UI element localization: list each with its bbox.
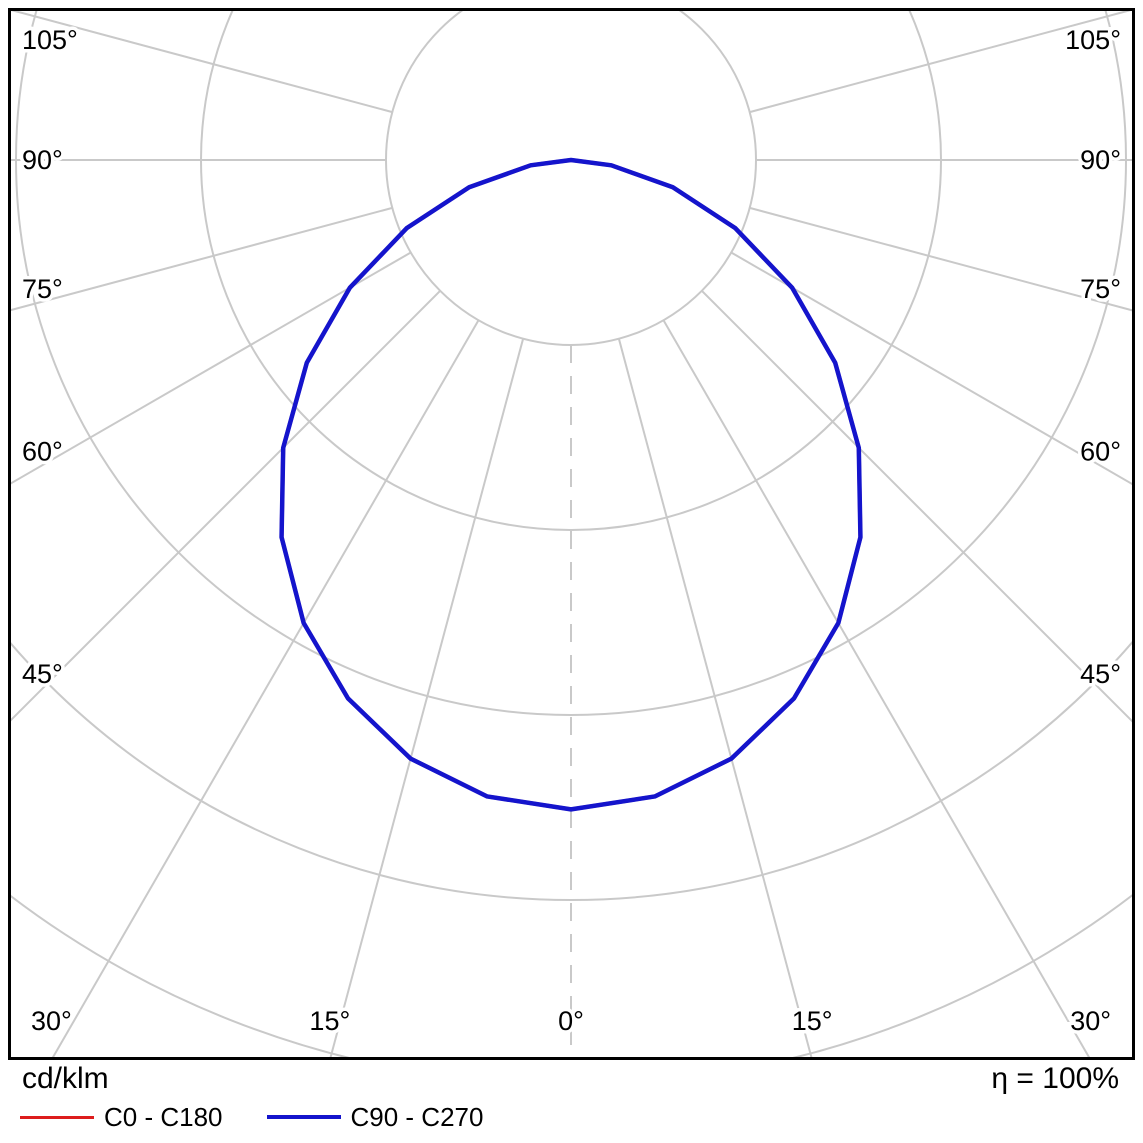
grid-radial-line (749, 206, 1133, 312)
grid-radial-line (329, 338, 525, 1058)
grid-radial-line (662, 319, 1091, 1058)
polar-chart: 105° 90° 75° 60° 45° 30° 15° 0° 15° 30° 45° 60° 75° 9… (8, 8, 1135, 1060)
angle-label: 90° (1080, 145, 1121, 175)
angle-label: 45° (22, 659, 63, 689)
grid-radial-line (10, 290, 441, 723)
angle-label: 45° (1080, 659, 1121, 689)
legend-swatch-c0-c180 (20, 1115, 94, 1119)
angle-label: 15° (309, 1006, 350, 1036)
curve-c90-c270 (279, 157, 863, 812)
legend-label-c0-c180: C0 - C180 (104, 1101, 223, 1132)
angle-label: 105° (1065, 25, 1121, 55)
angle-label: 75° (22, 274, 63, 304)
angle-label: 75° (1080, 274, 1121, 304)
legend-swatch-c90-c270 (266, 1115, 341, 1119)
grid-radial-line (730, 251, 1133, 486)
grid-ring (385, 10, 757, 346)
angle-label: 30° (1070, 1006, 1111, 1036)
polar-chart-svg: 105° 90° 75° 60° 45° 30° 15° 0° 15° 30° 45° 60° 75° 9… (8, 8, 1135, 1060)
angle-label: 60° (1080, 437, 1121, 467)
grid-radial-line (10, 251, 412, 486)
grid-radial-line (10, 206, 393, 312)
angle-label: 15° (792, 1006, 833, 1036)
grid-radial-line (701, 290, 1133, 724)
grid-radial-line (617, 338, 813, 1058)
legend: C0 - C180 C90 - C270 (20, 1100, 527, 1134)
unit-label: cd/klm (22, 1062, 109, 1095)
plot-border (8, 8, 1135, 1060)
angle-label: 90° (22, 145, 63, 175)
grid-ring (10, 639, 1133, 901)
grid-radial-line (10, 10, 393, 114)
grid-radial-line (51, 319, 480, 1058)
angle-label: 60° (22, 437, 63, 467)
polar-grid (10, 10, 1133, 1058)
angle-label: 0° (558, 1006, 584, 1036)
legend-label-c90-c270: C90 - C270 (350, 1101, 484, 1132)
grid-radial-line (749, 10, 1133, 114)
angle-label: 30° (31, 1006, 72, 1036)
efficiency-label: η = 100% (991, 1062, 1119, 1095)
angle-label: 105° (22, 25, 78, 55)
